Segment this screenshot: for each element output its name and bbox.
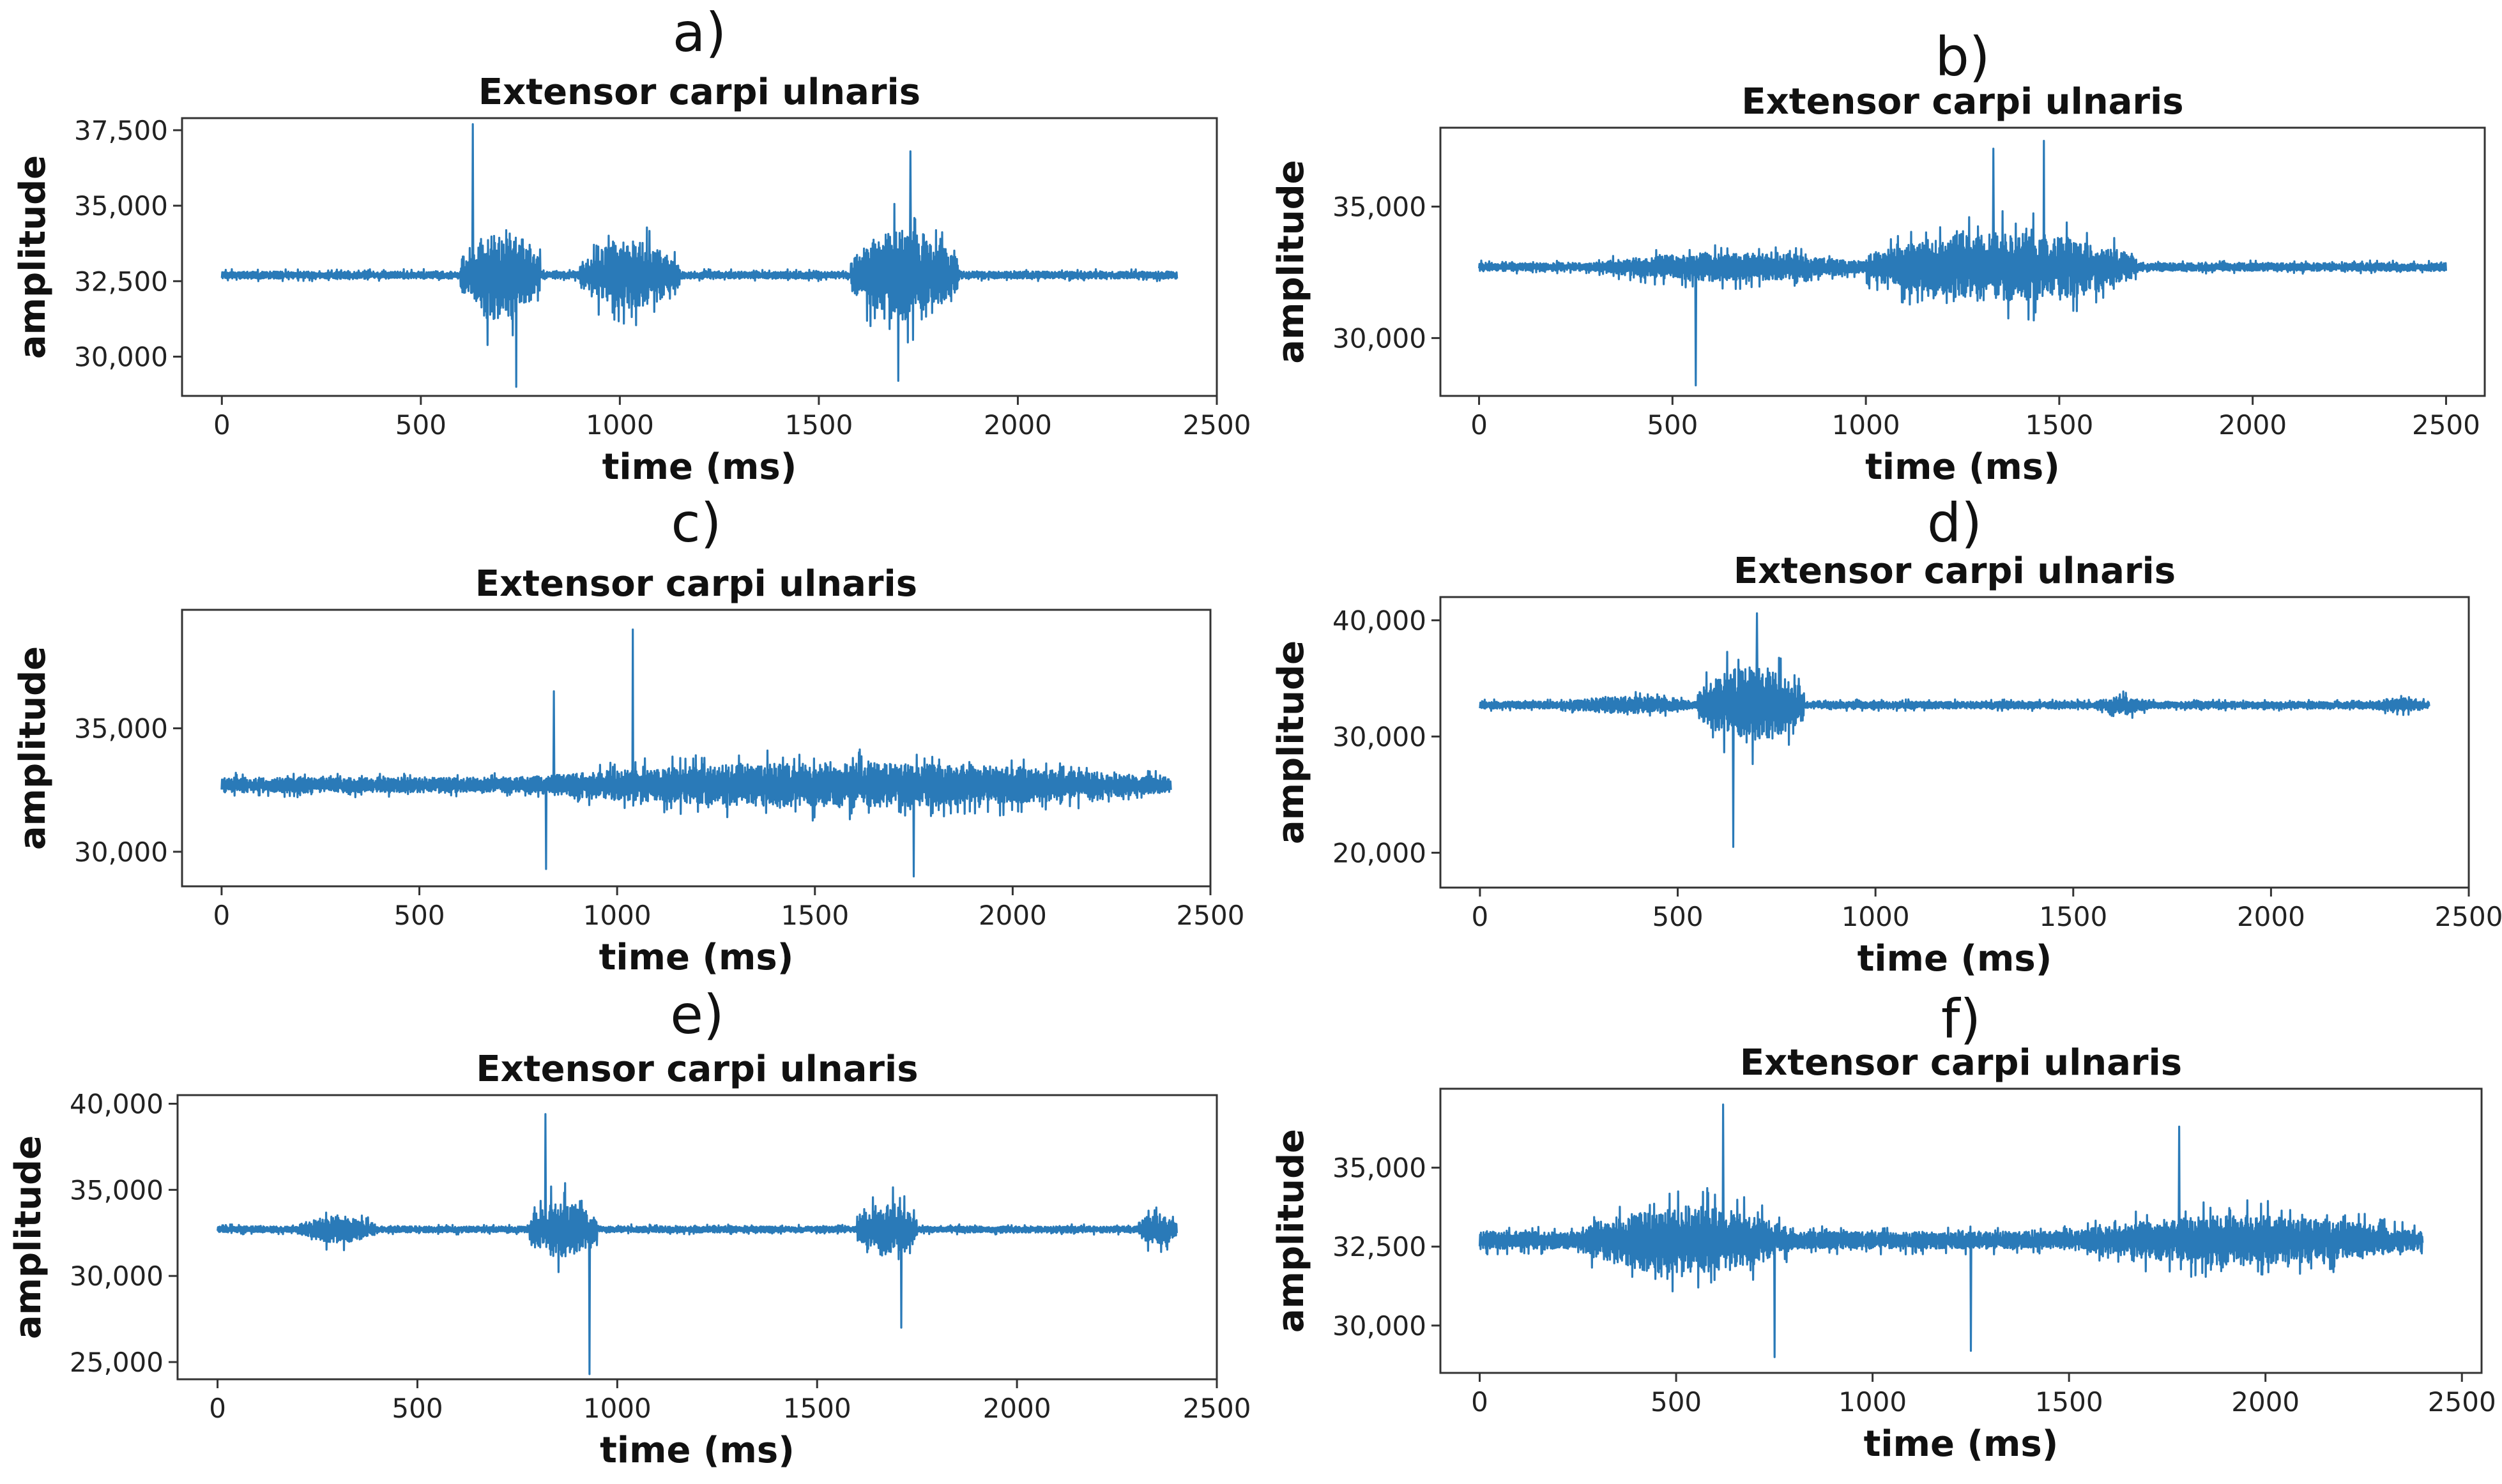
y-axis-label: amplitude	[8, 1135, 49, 1339]
x-tick-label: 0	[213, 900, 231, 931]
chart-title: Extensor carpi ulnaris	[1741, 81, 2183, 123]
x-tick-label: 0	[209, 1393, 226, 1424]
plot-frame	[181, 117, 1218, 397]
x-axis-label: time (ms)	[1864, 1423, 2059, 1465]
chart-title: Extensor carpi ulnaris	[478, 72, 920, 113]
y-tick-label: 30,000	[74, 342, 168, 373]
y-axis-label: amplitude	[1270, 1129, 1312, 1333]
y-tick-label: 30,000	[1332, 1310, 1426, 1342]
panel-letter: c)	[671, 492, 722, 554]
chart-panel-3: c) Extensor carpi ulnaris 0 500 1000 1500 2000…	[12, 492, 1244, 978]
panel-letter: b)	[1935, 26, 1990, 88]
x-tick-label: 1000	[583, 1393, 652, 1424]
x-tick-label: 500	[1651, 1386, 1702, 1418]
x-tick-label: 500	[392, 1393, 443, 1424]
signal-line	[217, 1113, 1178, 1375]
y-tick-label: 32,500	[74, 266, 168, 297]
x-tick-label: 2000	[984, 409, 1052, 441]
chart-panel-2: b)Extensor carpi ulnaris 0 500 1000 1500 2000…	[1270, 26, 2486, 488]
x-tick-label: 2500	[1183, 409, 1251, 441]
chart-title: Extensor carpi ulnaris	[476, 1049, 918, 1090]
x-tick-label: 500	[395, 409, 446, 441]
chart-panel-6: f)Extensor carpi ulnaris 0 500 1000 1500 2000…	[1270, 988, 2496, 1465]
y-axis-label: amplitude	[12, 155, 54, 359]
signal-line	[220, 123, 1179, 388]
y-tick-label: 40,000	[1332, 605, 1426, 636]
signal-line	[1478, 140, 2447, 387]
chart-title: Extensor carpi ulnaris	[1734, 550, 2176, 592]
y-tick-label: 37,500	[74, 115, 168, 146]
chart-panel-1: a) Extensor carpi ulnaris 0 500 1000 1500 2000…	[12, 1, 1251, 488]
x-axis-label: time (ms)	[602, 446, 797, 488]
y-tick-label: 25,000	[70, 1347, 164, 1378]
y-tick-label: 32,500	[1332, 1231, 1426, 1262]
y-tick-label: 35,000	[70, 1174, 164, 1206]
x-tick-label: 2500	[1183, 1393, 1251, 1424]
signal-line	[1478, 1103, 2424, 1358]
x-tick-label: 1500	[2025, 409, 2093, 441]
panel-letter: f)	[1941, 988, 1981, 1050]
y-tick-label: 35,000	[1332, 192, 1426, 223]
panel-letter: a)	[673, 1, 726, 64]
chart-title: Extensor carpi ulnaris	[475, 563, 917, 605]
x-axis-label: time (ms)	[1865, 446, 2060, 488]
y-tick-label: 40,000	[70, 1088, 164, 1119]
y-tick-label: 30,000	[70, 1261, 164, 1292]
x-tick-label: 1500	[784, 409, 853, 441]
x-tick-label: 2000	[2231, 1386, 2300, 1418]
x-tick-label: 1000	[583, 900, 652, 931]
chart-panel-5: e)Extensor carpi ulnaris 0 500 1000 1500 2000…	[8, 983, 1251, 1471]
y-axis-label: amplitude	[1270, 640, 1312, 844]
x-tick-label: 1000	[586, 409, 654, 441]
x-tick-label: 1500	[781, 900, 849, 931]
y-axis-label: amplitude	[12, 646, 54, 850]
panel-letter: d)	[1927, 492, 1982, 554]
y-tick-label: 30,000	[1332, 322, 1426, 354]
x-tick-label: 0	[1472, 901, 1489, 932]
x-tick-label: 500	[1647, 409, 1698, 441]
y-tick-label: 30,000	[74, 837, 168, 868]
x-tick-label: 500	[393, 900, 445, 931]
plot-frame	[1439, 1087, 2483, 1374]
x-tick-label: 2500	[2435, 901, 2502, 932]
plot-frame	[181, 609, 1212, 888]
chart-title: Extensor carpi ulnaris	[1740, 1042, 2182, 1084]
x-tick-label: 0	[1471, 1386, 1488, 1418]
x-tick-label: 1000	[1832, 409, 1900, 441]
x-tick-label: 2000	[2218, 409, 2287, 441]
y-tick-label: 35,000	[74, 713, 168, 745]
x-axis-label: time (ms)	[600, 1430, 795, 1471]
x-tick-label: 2500	[2412, 409, 2480, 441]
y-tick-label: 35,000	[1332, 1153, 1426, 1184]
x-tick-label: 2000	[2237, 901, 2305, 932]
y-tick-label: 20,000	[1332, 837, 1426, 868]
plot-frame	[1439, 596, 2470, 889]
chart-panel-4: d)Extensor carpi ulnaris 0 500 1000 1500 2000…	[1270, 492, 2502, 980]
x-tick-label: 2500	[1177, 900, 1245, 931]
x-tick-label: 1500	[2035, 1386, 2103, 1418]
y-axis-label: amplitude	[1270, 160, 1312, 363]
signal-line	[220, 628, 1172, 878]
x-tick-label: 1500	[2039, 901, 2107, 932]
x-tick-label: 0	[1470, 409, 1488, 441]
x-tick-label: 2000	[983, 1393, 1051, 1424]
y-tick-label: 30,000	[1332, 721, 1426, 752]
x-tick-label: 500	[1652, 901, 1703, 932]
x-tick-label: 1500	[783, 1393, 851, 1424]
y-tick-label: 35,000	[74, 190, 168, 222]
plot-frame	[1439, 126, 2486, 397]
x-axis-label: time (ms)	[1857, 938, 2052, 980]
panel-letter: e)	[670, 983, 724, 1046]
x-tick-label: 2000	[979, 900, 1047, 931]
plot-frame	[176, 1094, 1218, 1381]
x-tick-label: 1000	[1838, 1386, 1907, 1418]
x-tick-label: 2500	[2428, 1386, 2496, 1418]
x-axis-label: time (ms)	[599, 937, 794, 978]
x-tick-label: 1000	[1842, 901, 1910, 932]
signal-line	[1479, 612, 2430, 848]
x-tick-label: 0	[213, 409, 231, 441]
